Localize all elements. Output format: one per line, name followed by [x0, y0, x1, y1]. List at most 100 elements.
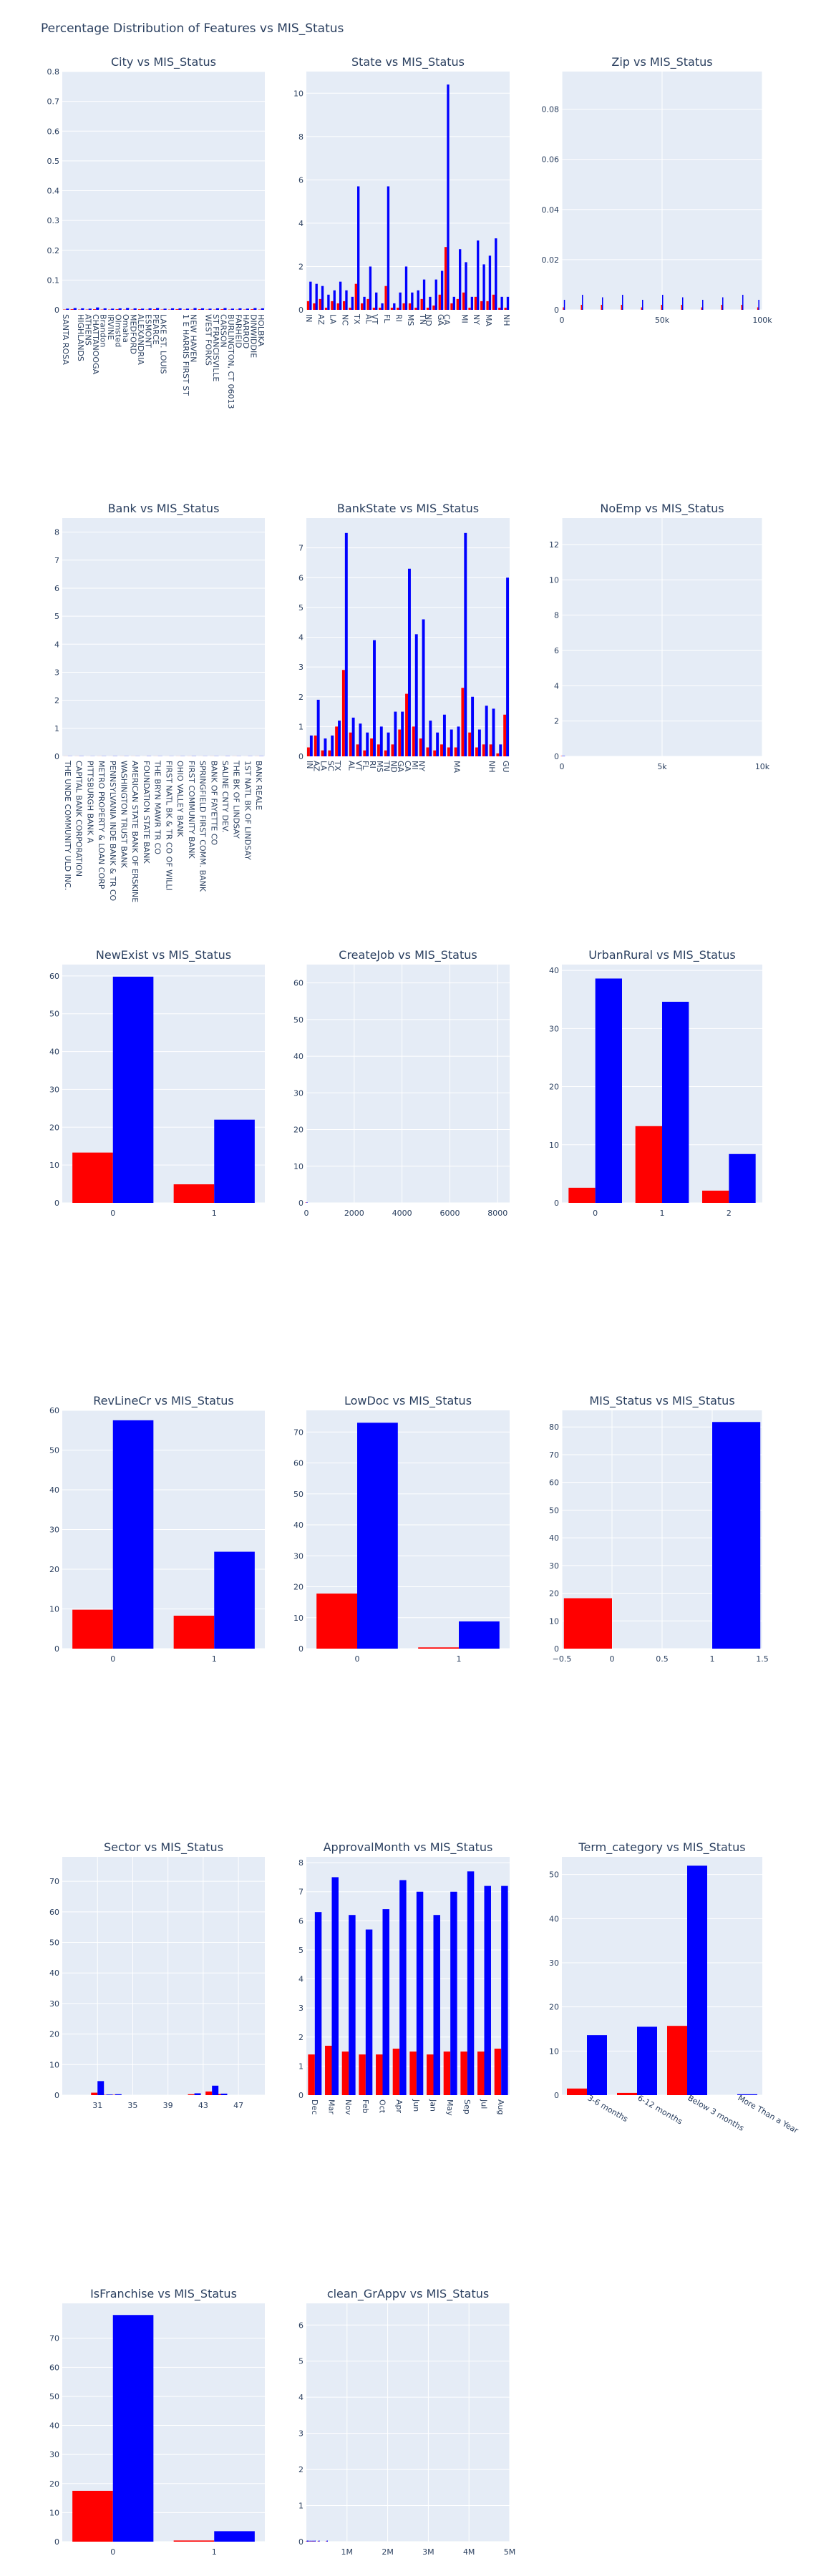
x-tick-label: Jul: [480, 2099, 489, 2109]
bar: [91, 2092, 98, 2095]
bar: [306, 1202, 308, 1203]
bar: [617, 2092, 637, 2095]
bar: [324, 738, 327, 756]
bar: [214, 1551, 255, 1649]
y-tick-label: 3: [298, 2004, 303, 2013]
bar: [402, 303, 405, 310]
chart-panel-sector: Sector vs MIS_Status 0 10 20 30 40 50 60 70 31 35 3…: [49, 1840, 265, 2110]
y-tick-label: 6: [298, 573, 303, 582]
bar: [321, 750, 324, 756]
x-tick-label: 0: [593, 1209, 598, 1218]
bar: [682, 297, 684, 310]
bar: [246, 308, 249, 310]
y-tick-label: 10: [549, 2046, 559, 2056]
x-tick-label: MI: [410, 761, 419, 770]
bar: [399, 292, 402, 310]
bar: [587, 2035, 607, 2095]
bar: [308, 2540, 310, 2542]
panel-title: City vs MIS_Status: [111, 55, 216, 69]
y-tick-label: 2: [298, 2033, 303, 2042]
y-tick-label: 2: [298, 2465, 303, 2474]
y-tick-label: 40: [549, 966, 559, 975]
bar: [602, 297, 603, 310]
x-tick-label: AMERICAN STATE BANK OF ERSKINE: [130, 761, 140, 902]
x-tick-label: 31: [92, 2101, 102, 2110]
y-tick-label: 60: [49, 972, 59, 981]
bar: [485, 706, 488, 756]
x-tick-label: 100k: [752, 316, 772, 325]
bar: [450, 303, 453, 310]
bar: [460, 2051, 467, 2095]
x-tick-label: Mar: [327, 2099, 336, 2114]
bar: [81, 308, 84, 310]
chart-panel-approvalmonth: ApprovalMonth vs MIS_Status 0 1 2 3 4 5 6 7 8 Dec M…: [298, 1840, 510, 2116]
bar: [681, 304, 682, 310]
bar: [382, 1909, 389, 2095]
x-tick-label: MI: [460, 314, 469, 323]
bar: [359, 2054, 366, 2095]
bar: [308, 2054, 315, 2095]
bar: [411, 292, 414, 310]
y-tick-label: 0.08: [542, 105, 560, 114]
y-tick-label: 70: [293, 1428, 303, 1437]
x-tick-label: 5M: [504, 2547, 516, 2557]
y-tick-label: 60: [49, 1406, 59, 1415]
x-tick-label: WEST FORKS: [203, 314, 213, 366]
x-tick-label: THE BRYN MAWR TR CO: [153, 760, 162, 854]
y-tick-label: 5: [298, 2357, 303, 2366]
bar: [568, 1187, 596, 1203]
y-tick-label: 7: [298, 544, 303, 553]
bar: [306, 747, 310, 756]
bar: [112, 1420, 154, 1649]
bar: [452, 296, 455, 310]
y-tick-label: 8: [298, 132, 303, 142]
bar: [312, 2540, 314, 2542]
x-tick-label: 47: [233, 2101, 243, 2110]
bar: [426, 747, 429, 756]
bar: [461, 688, 465, 756]
y-tick-label: 8: [298, 1858, 303, 1868]
bar: [662, 294, 664, 310]
bar: [436, 732, 439, 756]
bar: [484, 1885, 491, 2095]
plot-area: [306, 72, 510, 310]
bar: [401, 711, 404, 756]
bar: [326, 2540, 328, 2542]
y-tick-label: 30: [293, 1088, 303, 1098]
bar: [317, 2541, 319, 2542]
bar: [702, 1190, 729, 1203]
chart-panel-createjob: CreateJob vs MIS_Status 0 10 20 30 40 50 60 0 200…: [293, 948, 510, 1218]
y-tick-label: 0: [54, 2091, 59, 2100]
x-tick-label: Oct: [378, 2099, 387, 2114]
bar: [261, 308, 264, 310]
y-tick-label: 7: [54, 556, 59, 565]
bar: [366, 732, 369, 756]
bar: [459, 1621, 500, 1649]
bar: [97, 2081, 105, 2095]
x-tick-label: 0: [110, 1654, 115, 1664]
x-tick-label: 4000: [392, 1209, 412, 1218]
y-tick-label: 10: [549, 575, 559, 585]
bar: [370, 738, 374, 756]
x-tick-label: METRO PROPERTY & LOAN CORP: [97, 761, 106, 889]
bar: [416, 1891, 424, 2095]
y-tick-label: 20: [49, 1123, 59, 1132]
y-tick-label: 0.4: [47, 187, 60, 196]
bar: [758, 299, 759, 310]
y-tick-label: 0: [298, 752, 303, 761]
y-tick-label: 3: [54, 668, 59, 677]
x-tick-label: Dec: [310, 2099, 319, 2114]
bar: [422, 619, 425, 756]
y-tick-label: 0: [54, 1644, 59, 1654]
bar: [354, 283, 357, 310]
bar: [314, 735, 317, 756]
bar: [313, 2541, 315, 2542]
plot-area: [62, 1857, 265, 2095]
bar: [567, 2088, 587, 2095]
x-tick-label: Aug: [496, 2099, 505, 2114]
x-tick-label: Sep: [462, 2099, 472, 2114]
chart-panel-revlinecr: RevLineCr vs MIS_Status 0 10 20 30 40 50 60 0 1: [49, 1394, 265, 1664]
bar: [173, 1615, 215, 1649]
bar: [365, 1929, 373, 2095]
y-tick-label: 30: [49, 1999, 59, 2009]
